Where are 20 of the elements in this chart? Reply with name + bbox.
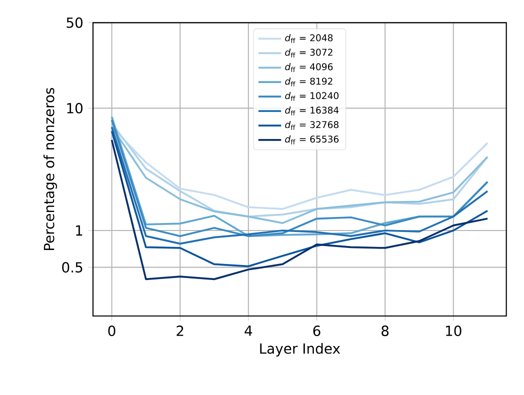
x-tick-label: 4 <box>244 326 252 336</box>
legend-label: d$_{ff}$ = 2048 <box>285 34 333 44</box>
x-axis-title: Layer Index <box>260 343 340 357</box>
y-tick-label: 0.5 <box>62 262 82 273</box>
x-tick-label: 6 <box>313 326 320 336</box>
x-tick-label: 8 <box>382 326 389 336</box>
legend-label: d$_{ff}$ = 8192 <box>285 78 332 86</box>
x-tick-label: 2 <box>176 326 184 336</box>
legend-label: d$_{ff}$ = 65536 <box>285 135 339 144</box>
legend-label: d$_{ff}$ = 3072 <box>285 48 332 58</box>
legend-label: d$_{ff}$ = 10240 <box>285 92 339 101</box>
y-tick-label: 50 <box>66 17 82 28</box>
x-tick-label: 10 <box>446 326 462 336</box>
legend-label: d$_{ff}$ = 16384 <box>285 106 339 116</box>
y-tick-label: 1 <box>76 225 82 236</box>
legend-label: d$_{ff}$ = 32768 <box>285 120 339 130</box>
y-axis-title: Percentage of nonzeros <box>44 88 57 250</box>
x-tick-label: 0 <box>108 326 116 336</box>
legend-label: d$_{ff}$ = 4096 <box>285 63 333 72</box>
y-tick-label: 10 <box>67 102 82 114</box>
